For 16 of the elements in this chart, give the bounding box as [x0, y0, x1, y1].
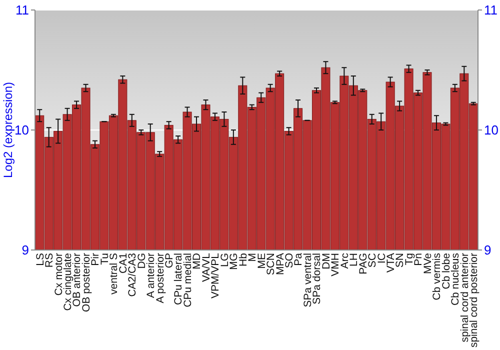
- y2-tick-label: 10: [484, 122, 498, 138]
- x-tick-label: Hb: [237, 252, 250, 266]
- y-axis-title: Log2 (expression): [1, 82, 15, 178]
- x-tick-label: spinal cord posterior: [468, 252, 480, 348]
- x-tick-label: Cb lobe: [440, 252, 452, 290]
- y-tick-label: 11: [16, 2, 29, 18]
- y-tick-label: 10: [14, 122, 29, 138]
- y2-tick-label: 11: [484, 2, 498, 18]
- x-tick-label: CPu medial: [182, 253, 194, 308]
- x-tick-label: GP: [164, 253, 176, 268]
- x-tick-label: VTA: [385, 253, 397, 273]
- x-tick-label: RS: [44, 253, 56, 268]
- x-tick-label: LS: [34, 253, 46, 266]
- y-tick-label: 9: [22, 242, 29, 258]
- y2-tick-label: 9: [484, 242, 492, 258]
- x-tick-label: Cx cingulate: [62, 252, 74, 311]
